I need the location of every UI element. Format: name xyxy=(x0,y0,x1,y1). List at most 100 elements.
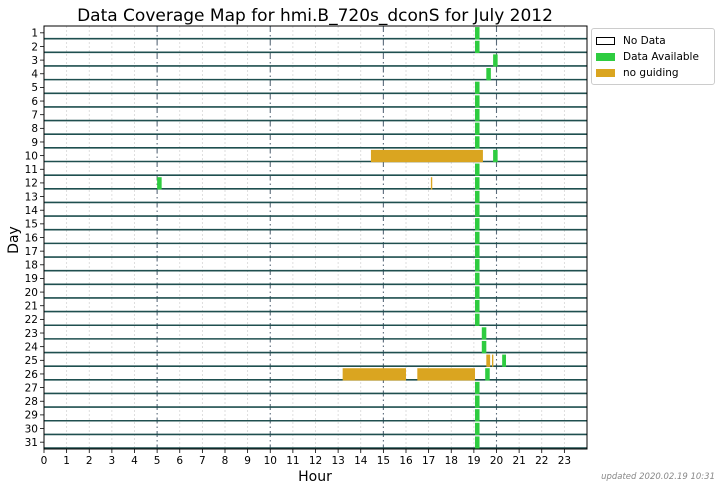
no-guiding-segment xyxy=(491,354,494,367)
y-tick-label: 31 xyxy=(25,437,38,449)
data-available-segment xyxy=(481,340,487,354)
data-available-segment xyxy=(475,177,480,190)
y-tick-label: 14 xyxy=(25,205,39,217)
updated-timestamp: updated 2020.02.19 10:31 xyxy=(601,472,715,482)
y-tick-label: 19 xyxy=(25,273,38,285)
x-tick-label: 14 xyxy=(354,455,368,467)
legend-item-data-available: Data Available xyxy=(596,49,710,65)
x-tick-label: 19 xyxy=(467,455,480,467)
y-tick-label: 20 xyxy=(25,287,38,299)
legend-label-data-available: Data Available xyxy=(623,51,699,63)
x-tick-label: 0 xyxy=(41,455,48,467)
x-tick-label: 9 xyxy=(244,455,251,467)
y-tick-label: 2 xyxy=(31,41,38,53)
chart-legend: No Data Data Available no guiding xyxy=(591,28,715,85)
y-tick-label: 8 xyxy=(31,123,38,135)
x-tick-label: 7 xyxy=(199,455,206,467)
y-tick-label: 26 xyxy=(25,369,39,381)
data-available-segment xyxy=(486,68,491,81)
data-available-segment xyxy=(475,231,480,245)
no-guiding-segment xyxy=(370,149,483,163)
x-tick-label: 2 xyxy=(86,455,93,467)
y-tick-label: 5 xyxy=(31,82,38,94)
y-tick-label: 27 xyxy=(25,382,38,394)
no-guiding-segment xyxy=(486,354,491,367)
plot-background xyxy=(44,26,587,449)
no-guiding-segment xyxy=(417,368,476,381)
legend-label-no-data: No Data xyxy=(623,35,666,47)
data-available-segment xyxy=(475,163,480,176)
data-available-segment xyxy=(475,395,480,408)
y-tick-label: 24 xyxy=(25,341,39,353)
data-available-segment xyxy=(485,368,490,381)
data-available-segment xyxy=(475,259,480,272)
data-available-segment xyxy=(475,218,480,231)
chart-title: Data Coverage Map for hmi.B_720s_dconS f… xyxy=(77,6,553,26)
legend-item-no-guiding: no guiding xyxy=(596,65,710,81)
data-available-segment xyxy=(475,409,480,422)
legend-swatch-no-guiding xyxy=(596,69,615,77)
x-tick-label: 12 xyxy=(309,455,322,467)
x-tick-label: 16 xyxy=(399,455,413,467)
y-tick-label: 12 xyxy=(25,178,38,190)
y-axis-label: Day xyxy=(6,226,22,254)
x-tick-label: 17 xyxy=(422,455,435,467)
y-tick-label: 18 xyxy=(25,260,38,272)
data-available-segment xyxy=(475,422,480,436)
y-tick-label: 17 xyxy=(25,246,38,258)
y-tick-label: 10 xyxy=(25,150,38,162)
x-tick-label: 13 xyxy=(331,455,344,467)
data-available-segment xyxy=(475,272,480,285)
y-tick-label: 25 xyxy=(25,355,38,367)
data-available-segment xyxy=(481,327,487,340)
y-tick-label: 16 xyxy=(25,232,39,244)
y-tick-label: 28 xyxy=(25,396,38,408)
no-guiding-segment xyxy=(430,177,433,190)
data-available-segment xyxy=(475,95,480,108)
x-tick-label: 3 xyxy=(109,455,116,467)
y-tick-label: 15 xyxy=(25,219,38,231)
data-available-segment xyxy=(475,40,480,54)
legend-swatch-no-data xyxy=(596,37,615,45)
data-available-segment xyxy=(493,149,498,163)
y-tick-label: 30 xyxy=(25,423,38,435)
data-available-segment xyxy=(475,245,480,258)
x-tick-label: 4 xyxy=(131,455,138,467)
data-available-segment xyxy=(157,177,162,190)
y-tick-label: 13 xyxy=(25,191,38,203)
data-available-segment xyxy=(475,286,480,299)
data-available-segment xyxy=(493,54,498,67)
y-tick-label: 29 xyxy=(25,410,38,422)
data-available-segment xyxy=(475,27,480,40)
x-tick-label: 10 xyxy=(264,455,277,467)
data-available-segment xyxy=(475,313,480,326)
y-tick-label: 9 xyxy=(31,137,38,149)
x-tick-label: 15 xyxy=(377,455,390,467)
y-tick-label: 22 xyxy=(25,314,38,326)
y-tick-label: 7 xyxy=(31,109,38,121)
x-tick-label: 18 xyxy=(445,455,458,467)
x-tick-label: 11 xyxy=(286,455,299,467)
y-tick-label: 11 xyxy=(25,164,38,176)
data-available-segment xyxy=(475,299,480,313)
data-available-segment xyxy=(475,436,480,449)
x-tick-label: 21 xyxy=(512,455,525,467)
x-tick-label: 6 xyxy=(176,455,183,467)
plot-area: 1234567891011121314151617181920212223242… xyxy=(25,25,588,467)
y-tick-label: 4 xyxy=(31,69,38,81)
data-available-segment xyxy=(475,108,480,122)
legend-item-no-data: No Data xyxy=(596,33,710,49)
data-available-segment xyxy=(475,204,480,217)
y-tick-label: 1 xyxy=(31,28,38,40)
data-available-segment xyxy=(475,81,480,94)
data-available-segment xyxy=(475,122,480,135)
x-axis-label: Hour xyxy=(298,469,332,485)
y-tick-label: 3 xyxy=(31,55,38,67)
data-available-segment xyxy=(475,136,480,149)
no-guiding-segment xyxy=(342,368,406,381)
y-tick-label: 23 xyxy=(25,328,38,340)
y-tick-label: 21 xyxy=(25,301,38,313)
x-tick-label: 20 xyxy=(490,455,503,467)
x-tick-label: 22 xyxy=(535,455,548,467)
legend-swatch-data-available xyxy=(596,53,615,61)
